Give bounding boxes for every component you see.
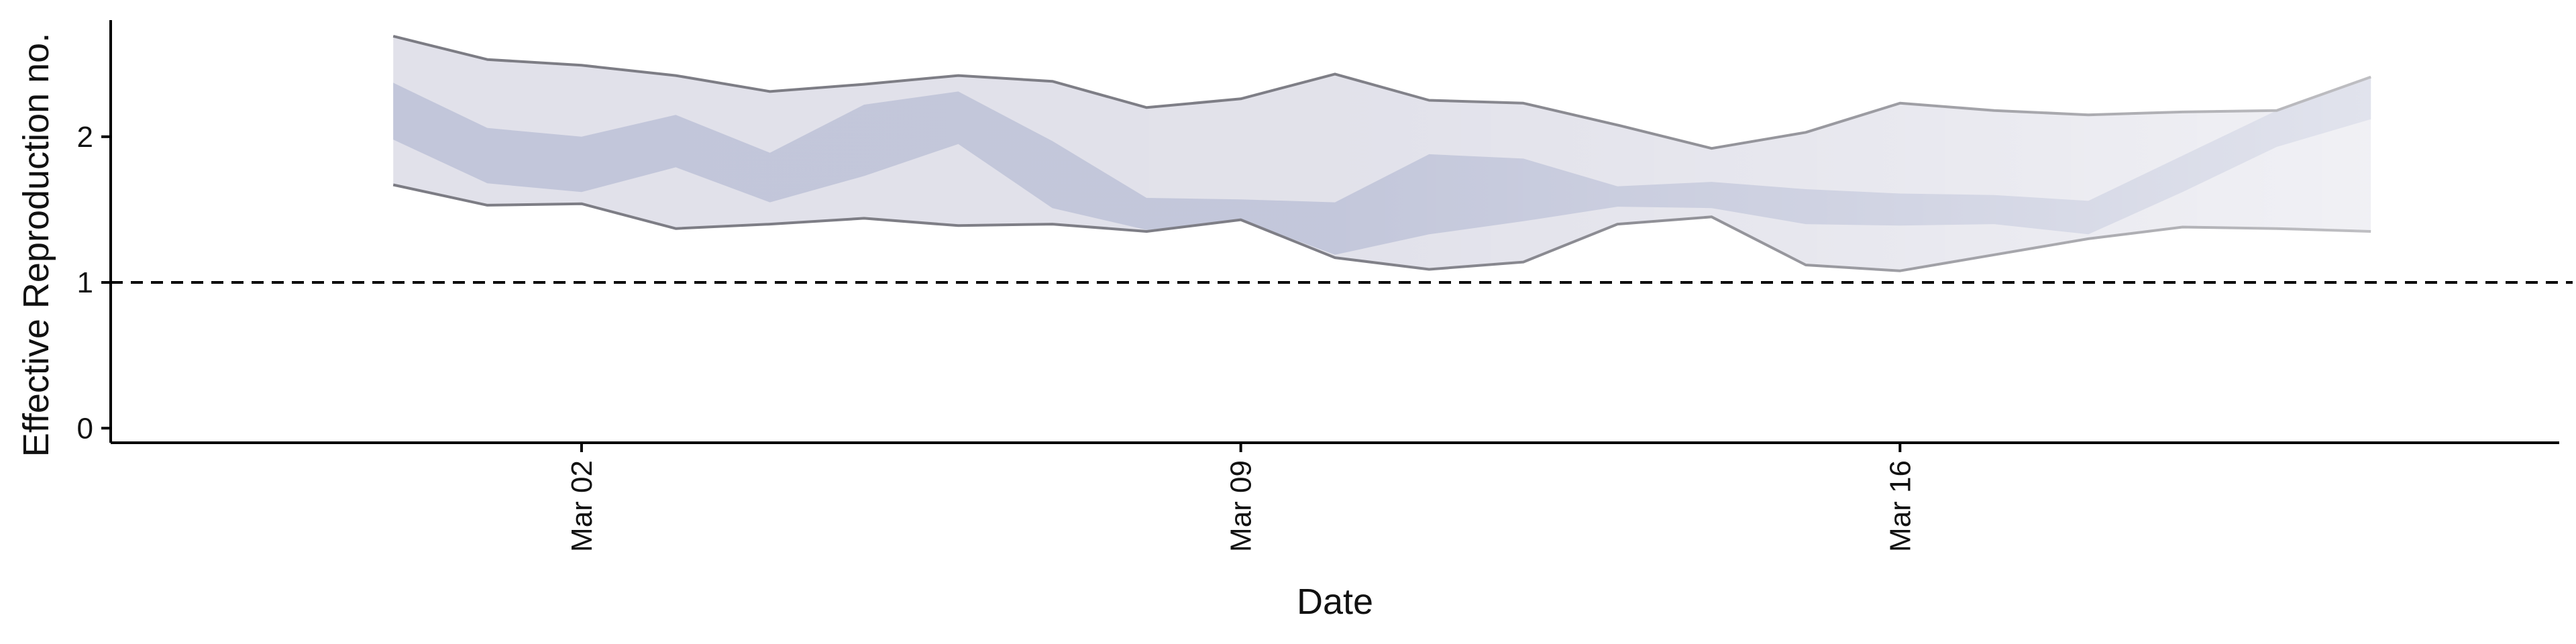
y-tick-label: 2 <box>77 121 93 154</box>
plot-area <box>111 20 2573 443</box>
y-tick-label: 0 <box>77 412 93 445</box>
y-tick-label: 1 <box>77 266 93 299</box>
x-tick-label: Mar 02 <box>566 460 598 552</box>
y-axis-title: Effective Reproduction no. <box>16 33 56 457</box>
recent-estimates-fade <box>111 20 2559 443</box>
x-axis-title: Date <box>1297 582 1373 622</box>
axes: 0 1 2 Mar 02 Mar 09 Mar 16 Date Effective Re… <box>16 20 2559 622</box>
x-tick-label: Mar 16 <box>1884 460 1917 552</box>
x-axis-ticks: Mar 02 Mar 09 Mar 16 <box>566 443 1917 552</box>
x-tick-label: Mar 09 <box>1225 460 1258 552</box>
y-axis-ticks: 0 1 2 <box>77 121 111 445</box>
